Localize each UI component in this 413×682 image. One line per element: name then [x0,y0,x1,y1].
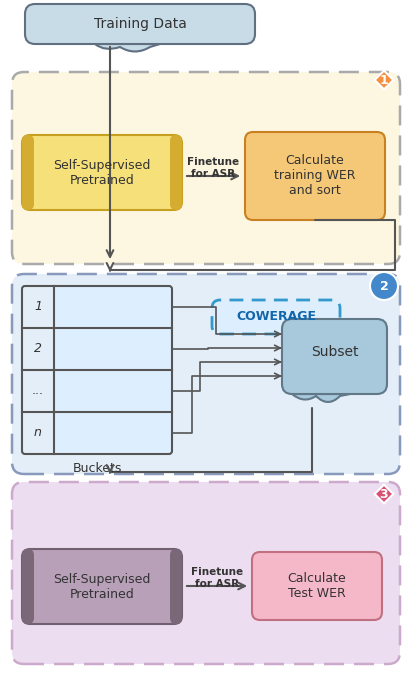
Text: COWERAGE: COWERAGE [235,310,315,323]
Text: Self-Supervised
Pretrained: Self-Supervised Pretrained [53,572,150,600]
Bar [54,286,171,328]
Text: 3: 3 [379,488,387,501]
FancyBboxPatch shape [22,549,34,624]
Text: 2: 2 [34,342,42,355]
Text: Buckets: Buckets [72,462,121,475]
Bar [54,328,171,370]
Polygon shape [374,71,392,89]
Text: Training Data: Training Data [93,17,186,31]
FancyBboxPatch shape [12,274,399,474]
PathPatch shape [95,44,159,52]
FancyBboxPatch shape [25,4,254,44]
Text: Self-Supervised
Pretrained: Self-Supervised Pretrained [53,158,150,186]
FancyBboxPatch shape [281,319,386,394]
FancyBboxPatch shape [170,549,182,624]
Text: Finetune
for ASR: Finetune for ASR [190,567,242,589]
Text: Calculate
training WER
and sort: Calculate training WER and sort [273,155,355,198]
Text: 1: 1 [34,301,42,314]
Bar [54,370,171,412]
Polygon shape [374,485,392,503]
Text: Finetune
for ASR: Finetune for ASR [187,157,238,179]
Bar [54,412,171,454]
Circle shape [369,272,397,300]
FancyBboxPatch shape [211,300,339,334]
FancyBboxPatch shape [252,552,381,620]
FancyBboxPatch shape [22,135,182,210]
Text: n: n [34,426,42,439]
FancyBboxPatch shape [12,482,399,664]
Text: 2: 2 [379,280,387,293]
PathPatch shape [291,394,349,402]
FancyBboxPatch shape [170,135,182,210]
Text: 1: 1 [379,74,387,87]
Text: Calculate
Test WER: Calculate Test WER [287,572,346,600]
FancyBboxPatch shape [22,549,182,624]
Text: Subset: Subset [310,344,357,359]
FancyBboxPatch shape [12,72,399,264]
FancyBboxPatch shape [22,135,34,210]
Text: ...: ... [32,385,44,398]
FancyBboxPatch shape [244,132,384,220]
